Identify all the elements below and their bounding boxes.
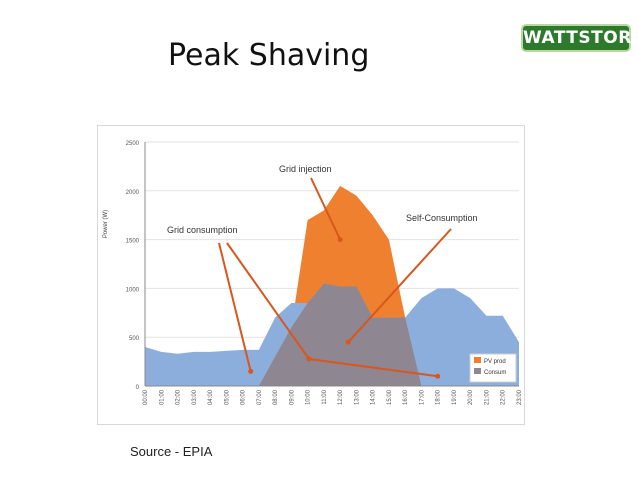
annotation-arrow (218, 242, 252, 372)
annotation-arrow-head (248, 368, 254, 374)
y-tick-label: 2000 (126, 190, 140, 196)
y-tick-label: 1000 (126, 287, 140, 293)
area-series (145, 185, 519, 386)
x-tick-label: 04:00 (208, 389, 214, 405)
x-tick-label: 07:00 (257, 389, 263, 405)
y-tick-label: 0 (136, 385, 140, 391)
annotation-label: Grid injection (279, 164, 332, 174)
annotation-arrow-head (345, 339, 351, 345)
series-area-self-consumption (145, 283, 519, 386)
y-tick-label: 1500 (126, 239, 140, 245)
legend-label: PV prod (484, 359, 506, 365)
x-tick-label: 02:00 (176, 389, 182, 405)
x-tick-label: 03:00 (192, 389, 198, 405)
annotation-arrow-head (435, 373, 441, 379)
y-axis-label: Power (W) (103, 210, 109, 238)
x-tick-label: 16:00 (403, 389, 409, 405)
x-tick-label: 06:00 (241, 389, 247, 405)
wattstor-logo: WATTSTOR (521, 24, 631, 52)
y-tick-label: 500 (129, 336, 140, 342)
x-tick-label: 00:00 (143, 389, 149, 405)
annotation-arrow-head (337, 237, 343, 243)
annotation-label: Grid consumption (167, 225, 238, 235)
legend-label: Consum (484, 370, 506, 376)
x-tick-label: 08:00 (273, 389, 279, 405)
legend-swatch (474, 357, 481, 363)
annotation-arrow (226, 242, 310, 360)
annotations: Grid injection Grid consumption Self-Consu… (167, 164, 478, 379)
x-tick-label: 19:00 (452, 389, 458, 405)
x-tick-label: 18:00 (436, 389, 442, 405)
x-tick-label: 22:00 (501, 389, 507, 405)
annotation-arrow (347, 228, 452, 343)
x-tick-label: 15:00 (387, 389, 393, 405)
x-tick-label: 12:00 (338, 389, 344, 405)
x-tick-label: 01:00 (159, 389, 165, 405)
legend: PV prod Consum (469, 353, 517, 383)
x-tick-label: 13:00 (354, 389, 360, 405)
annotation-label: Self-Consumption (406, 213, 478, 223)
x-tick-label: 21:00 (484, 389, 490, 405)
peak-shaving-chart: 0 500 1000 1500 2000 2500 Power (W) 00:00 01:00 0… (97, 125, 525, 425)
x-tick-label: 10:00 (306, 389, 312, 405)
legend-swatch (474, 368, 481, 374)
x-tick-label: 05:00 (224, 389, 230, 405)
annotation-arrow (310, 177, 342, 241)
x-tick-label: 09:00 (289, 389, 295, 405)
source-note: Source - EPIA (130, 444, 213, 459)
x-tick-label: 11:00 (322, 389, 328, 404)
y-tick-label: 2500 (126, 141, 140, 147)
x-tick-label: 14:00 (371, 389, 377, 405)
x-tick-label: 20:00 (468, 389, 474, 405)
x-tick-label: 17:00 (419, 389, 425, 405)
axes: 0 500 1000 1500 2000 2500 Power (W) 00:00 01:00 0… (103, 141, 523, 405)
slide-title: Peak Shaving (168, 38, 370, 73)
annotation-arrow (308, 358, 438, 378)
x-tick-label: 23:00 (517, 389, 523, 405)
